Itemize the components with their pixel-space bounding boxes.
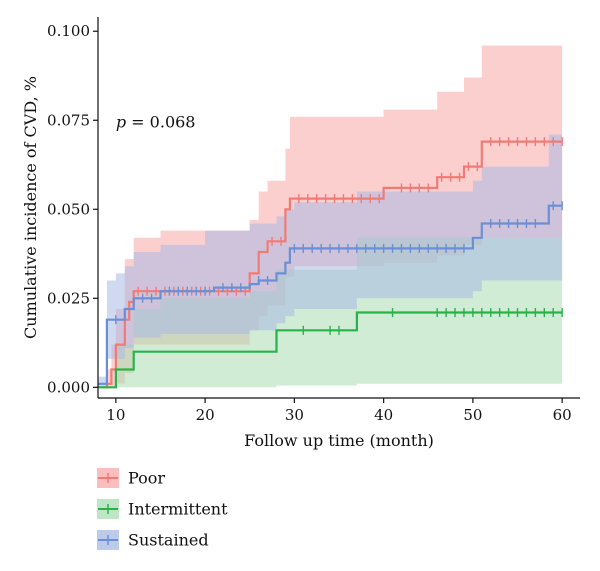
ci-band-sustained (98, 134, 563, 388)
y-tick-label: 0.050 (47, 200, 90, 218)
legend-label-intermittent: Intermittent (128, 500, 228, 519)
p-value-text: = 0.068 (126, 112, 195, 131)
step-lines (98, 137, 563, 389)
y-axis-title: Cumulative incidence of CVD, % (21, 76, 40, 339)
x-axis-title: Follow up time (month) (244, 431, 434, 450)
x-tick-label: 20 (196, 406, 215, 424)
series-line-poor (102, 140, 563, 389)
confidence-bands (98, 45, 563, 388)
series-line-intermittent (98, 311, 563, 389)
p-value-annotation: p = 0.068 (116, 112, 196, 131)
legend-label-sustained: Sustained (128, 531, 209, 550)
p-value-symbol: p (116, 112, 126, 131)
x-tick-label: 30 (285, 406, 304, 424)
y-tick-label: 0.100 (47, 22, 90, 40)
x-tick-label: 40 (374, 406, 393, 424)
y-tick-label: 0.075 (47, 111, 90, 129)
y-tick-label: 0.025 (47, 289, 90, 307)
x-tick-label: 60 (553, 406, 572, 424)
y-tick-label: 0.000 (47, 378, 90, 396)
x-tick-label: 50 (463, 406, 482, 424)
x-tick-label: 10 (106, 406, 125, 424)
legend: Poor Intermittent Sustained (97, 468, 228, 550)
axes: 0.000 0.025 0.050 0.075 0.100 10 20 30 40 50 60 (47, 17, 580, 424)
legend-label-poor: Poor (128, 469, 165, 488)
